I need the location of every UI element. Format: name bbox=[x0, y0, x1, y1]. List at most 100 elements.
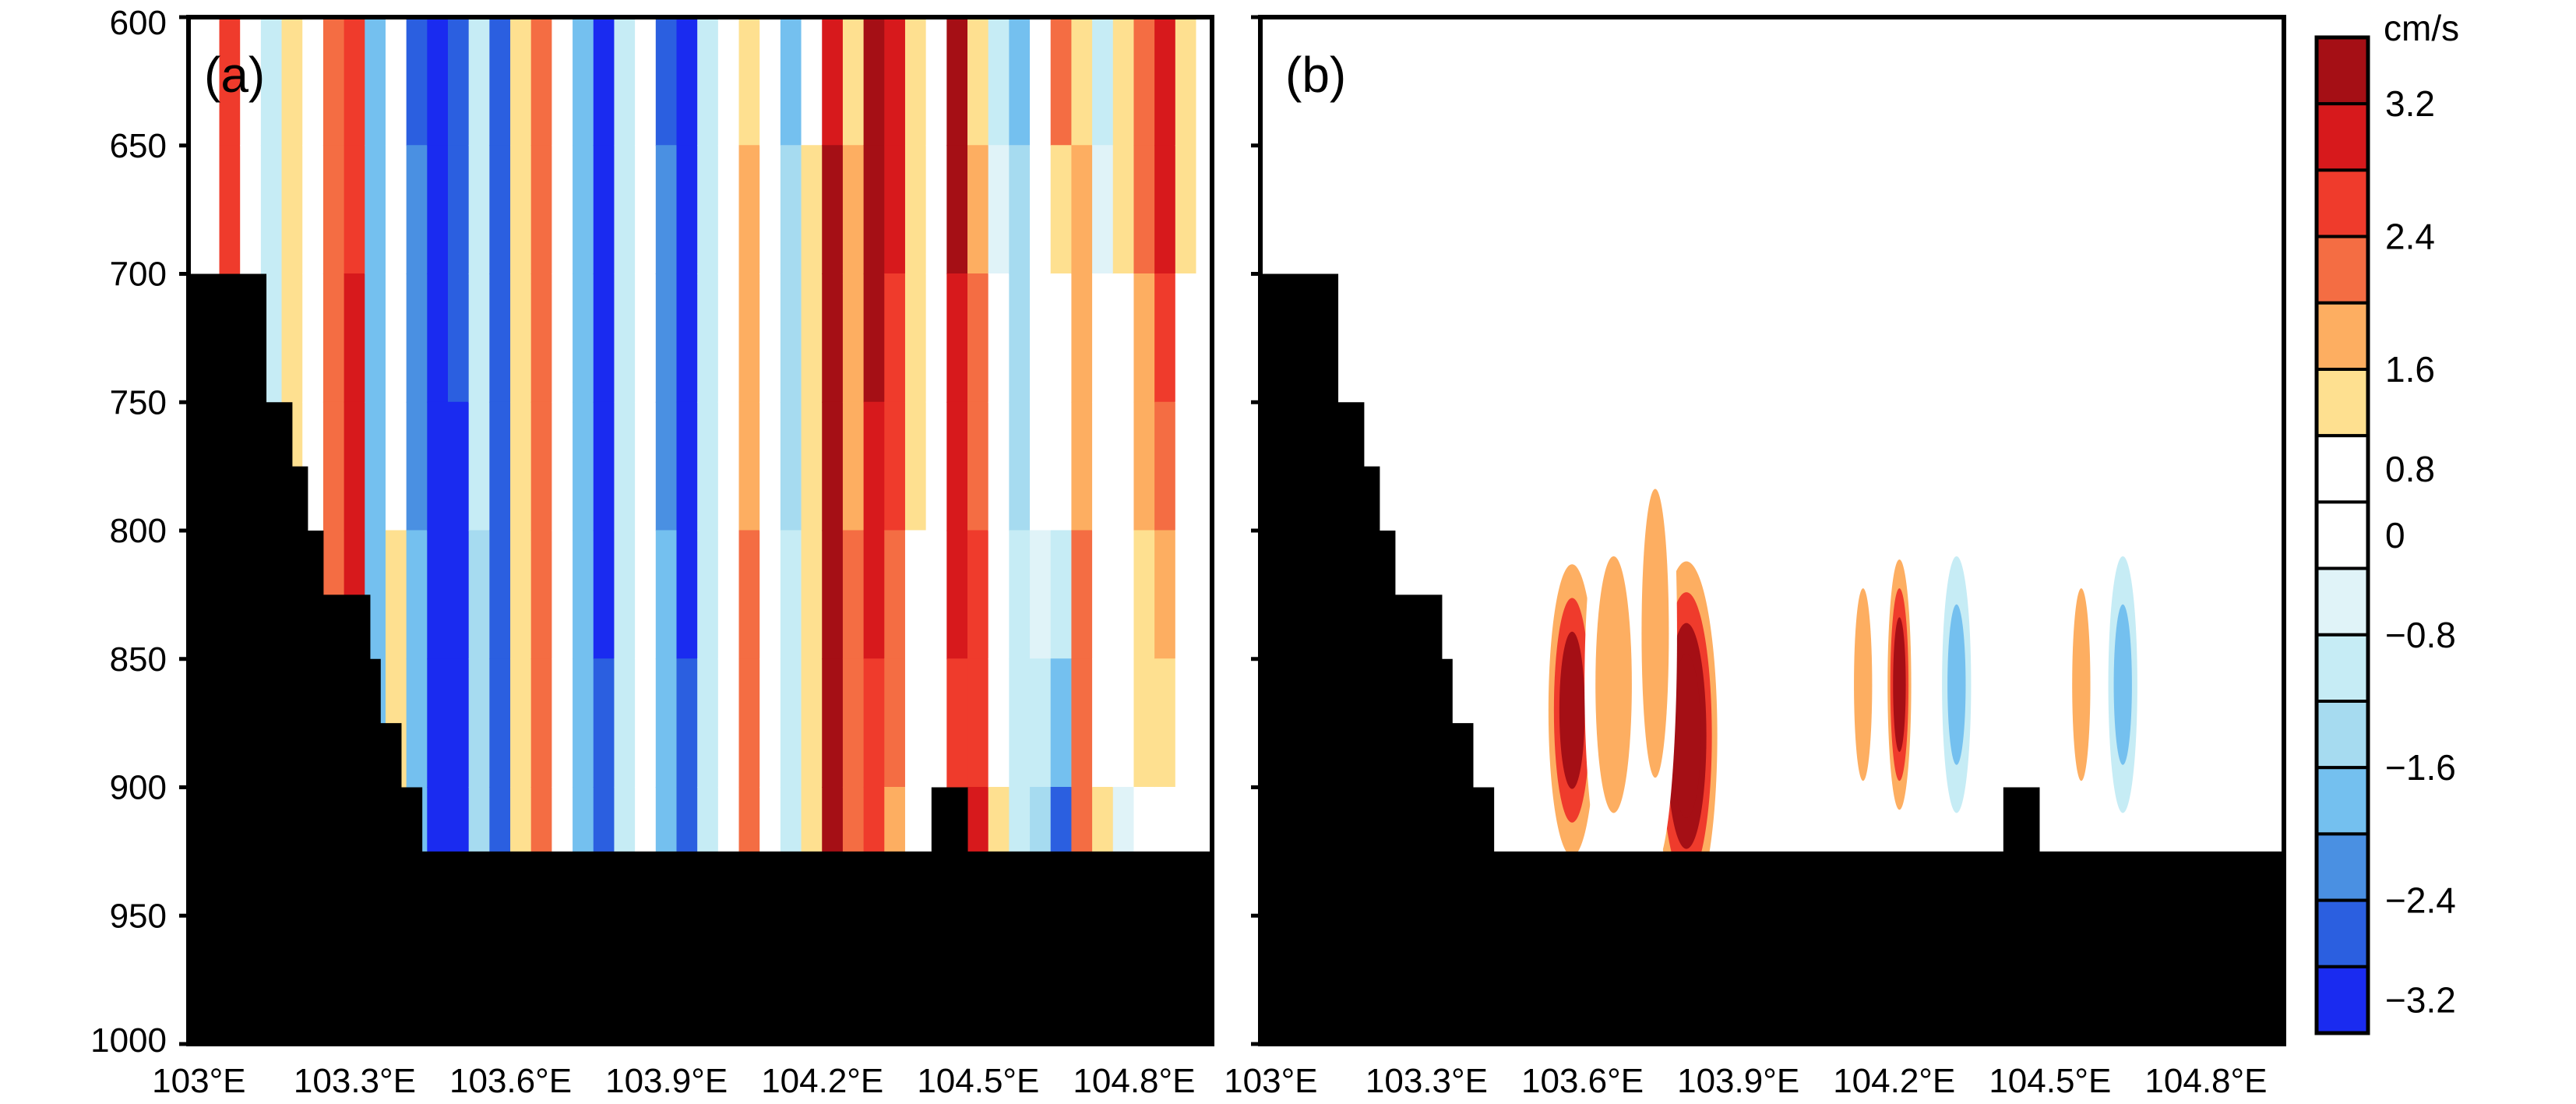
field-cell bbox=[614, 273, 636, 403]
field-cell bbox=[759, 273, 781, 403]
colorbar-bin bbox=[2315, 633, 2370, 703]
field-cell bbox=[738, 530, 761, 660]
field-cell bbox=[655, 17, 678, 146]
field-cell bbox=[385, 273, 407, 403]
field-cell bbox=[842, 145, 865, 274]
field-cell bbox=[406, 530, 428, 660]
field-cell bbox=[489, 658, 512, 788]
field-cell bbox=[655, 273, 678, 403]
field-cell bbox=[842, 530, 865, 660]
field-cell bbox=[655, 401, 678, 531]
field-cell bbox=[1071, 273, 1094, 403]
field-cell bbox=[385, 530, 407, 660]
field-cell bbox=[530, 273, 553, 403]
field-cell bbox=[822, 273, 844, 403]
field-cell bbox=[1050, 17, 1073, 146]
x-tick-label: 103.3°E bbox=[1366, 1062, 1488, 1100]
field-cell bbox=[1175, 17, 1197, 146]
panel-b-heatmap: (b) 103°E 103.3°E 103.6°E 103.9°E 104.2°E 104… bbox=[1224, 15, 2286, 1100]
field-cell bbox=[635, 658, 657, 788]
field-cell bbox=[655, 145, 678, 274]
field-anomaly bbox=[1595, 556, 1632, 813]
field-anomaly bbox=[1893, 617, 1906, 753]
field-cell bbox=[697, 401, 719, 531]
field-cell bbox=[1133, 401, 1156, 531]
colorbar-bin bbox=[2315, 36, 2370, 106]
colorbar-tick-label: −0.8 bbox=[2385, 615, 2456, 655]
field-cell bbox=[573, 273, 594, 403]
field-cell bbox=[946, 17, 969, 146]
field-cell bbox=[593, 17, 615, 146]
field-cell bbox=[1196, 658, 1212, 788]
field-cell bbox=[530, 530, 553, 660]
field-cell bbox=[884, 401, 906, 531]
field-cell bbox=[219, 17, 241, 146]
field-cell bbox=[801, 145, 823, 274]
field-cell bbox=[717, 17, 740, 146]
field-cell bbox=[676, 273, 699, 403]
field-cell bbox=[635, 530, 657, 660]
field-cell bbox=[551, 17, 574, 146]
field-cell bbox=[635, 273, 657, 403]
field-cell bbox=[1133, 273, 1156, 403]
y-tick-label: 700 bbox=[110, 256, 167, 294]
field-cell bbox=[697, 658, 719, 788]
field-cell bbox=[780, 658, 802, 788]
field-cell bbox=[406, 17, 428, 146]
field-cell bbox=[1154, 145, 1176, 274]
field-cell bbox=[884, 17, 906, 146]
field-cell bbox=[573, 17, 594, 146]
field-cell bbox=[530, 17, 553, 146]
field-cell bbox=[925, 145, 948, 274]
field-cell bbox=[1071, 401, 1094, 531]
field-cell bbox=[344, 145, 366, 274]
field-cell bbox=[1092, 530, 1114, 660]
field-cell bbox=[530, 658, 553, 788]
field-cell bbox=[510, 658, 532, 788]
field-cell bbox=[946, 658, 969, 788]
field-cell bbox=[904, 658, 927, 788]
field-cell bbox=[717, 273, 740, 403]
field-cell bbox=[717, 145, 740, 274]
field-cell bbox=[967, 401, 989, 531]
field-cell bbox=[1154, 530, 1176, 660]
field-cell bbox=[676, 401, 699, 531]
field-cell bbox=[988, 273, 1010, 403]
field-cell bbox=[697, 530, 719, 660]
field-anomaly bbox=[1559, 631, 1585, 789]
x-tick-label: 103.9°E bbox=[1677, 1062, 1799, 1100]
y-tick-label: 900 bbox=[110, 769, 167, 807]
field-cell bbox=[240, 17, 262, 146]
field-cell bbox=[738, 401, 761, 531]
x-tick-label: 103.6°E bbox=[449, 1062, 572, 1100]
field-cell bbox=[988, 658, 1010, 788]
field-cell bbox=[863, 658, 886, 788]
field-cell bbox=[1050, 273, 1073, 403]
field-cell bbox=[863, 530, 886, 660]
field-cell bbox=[780, 530, 802, 660]
field-cell bbox=[198, 145, 220, 274]
y-tick-label: 650 bbox=[110, 127, 167, 165]
field-cell bbox=[801, 530, 823, 660]
field-cell bbox=[489, 530, 512, 660]
field-cell bbox=[614, 145, 636, 274]
field-cell bbox=[780, 273, 802, 403]
field-cell bbox=[822, 658, 844, 788]
field-cell bbox=[551, 530, 574, 660]
field-cell bbox=[863, 401, 886, 531]
field-anomaly bbox=[1641, 489, 1669, 778]
field-cell bbox=[1092, 401, 1114, 531]
field-cell bbox=[322, 145, 345, 274]
x-tick-label: 103°E bbox=[152, 1062, 245, 1100]
field-cell bbox=[468, 658, 491, 788]
field-cell bbox=[738, 273, 761, 403]
field-cell bbox=[822, 401, 844, 531]
field-cell bbox=[489, 17, 512, 146]
field-cell bbox=[260, 145, 283, 274]
x-tick-label: 103°E bbox=[1224, 1062, 1317, 1100]
field-cell bbox=[1009, 530, 1031, 660]
field-cell bbox=[489, 145, 512, 274]
field-cell bbox=[697, 273, 719, 403]
field-cell bbox=[946, 530, 969, 660]
